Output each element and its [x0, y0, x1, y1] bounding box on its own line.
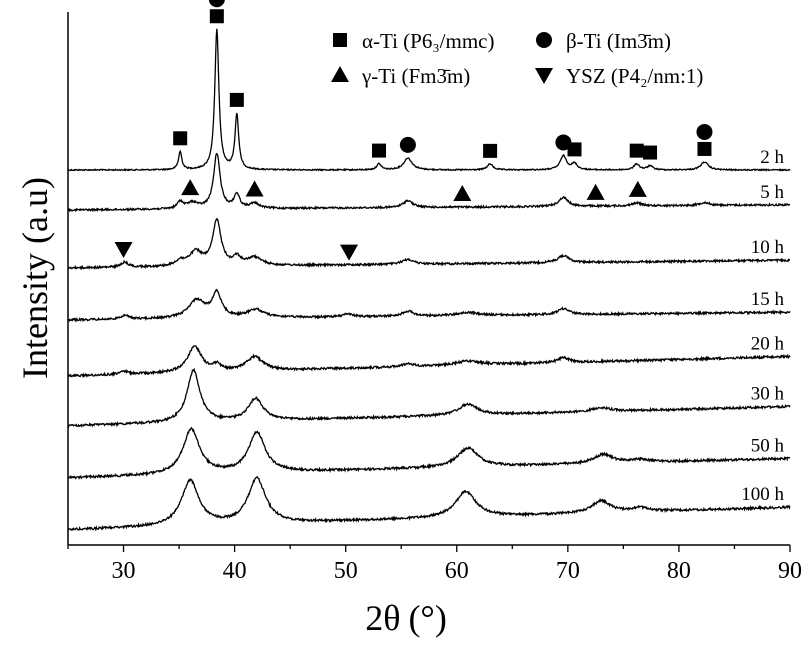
x-tick-label: 60	[445, 558, 469, 584]
alpha-ti-square-marker	[209, 9, 224, 24]
alpha-ti-square-marker	[643, 145, 658, 160]
gamma-ti-triangle-marker	[245, 180, 264, 197]
series-label: 5 h	[760, 182, 784, 203]
series-curve	[67, 152, 791, 213]
ysz-triangle-down-marker	[114, 241, 133, 258]
y-axis-label: Intensity (a.u)	[15, 177, 55, 379]
series-curve	[67, 28, 791, 172]
x-tick-label: 90	[778, 558, 802, 584]
series-curve	[67, 476, 791, 532]
gamma-ti-triangle-marker	[586, 183, 605, 200]
series-curves	[67, 28, 791, 532]
alpha-ti-square-marker	[483, 143, 498, 158]
axes	[67, 12, 790, 546]
gamma-ti-triangle-marker	[628, 180, 647, 197]
gamma-ti-triangle-marker	[453, 185, 472, 202]
beta-ti-circle-marker	[696, 123, 713, 140]
beta-ti-circle-marker	[536, 32, 552, 48]
gamma-ti-triangle-marker	[331, 66, 349, 82]
alpha-ti-square-marker	[229, 92, 244, 107]
series-curve	[67, 345, 791, 379]
legend: α-Ti (P6₃/mmc) β-Ti (Im3̄m) γ-Ti (Fm3̄m) YS…	[331, 29, 703, 88]
x-tick-label: 80	[667, 558, 691, 584]
legend-label: YSZ (P4₂/nm:1)	[566, 64, 703, 88]
x-axis-label-unit: (°)	[408, 598, 446, 638]
x-tick-label: 40	[223, 558, 247, 584]
alpha-ti-square-marker	[629, 143, 644, 158]
series-labels: 2 h 5 h 10 h 15 h 20 h 30 h 50 h 100 h	[741, 147, 784, 505]
series-label: 15 h	[751, 289, 785, 310]
ysz-triangle-down-marker	[340, 244, 359, 261]
alpha-ti-square-marker	[697, 141, 712, 156]
series-curve	[67, 367, 791, 429]
series-label: 100 h	[741, 484, 784, 505]
beta-ti-circle-marker	[555, 134, 572, 151]
x-ticks: 30 40 50 60 70 80 90	[67, 545, 802, 584]
series-label: 2 h	[760, 147, 784, 168]
series-label: 20 h	[751, 333, 785, 354]
series-label: 10 h	[751, 237, 785, 258]
series-curve	[67, 288, 791, 323]
x-tick-label: 70	[556, 558, 580, 584]
x-tick-label: 50	[334, 558, 358, 584]
phase-markers	[114, 0, 713, 261]
alpha-ti-square-marker	[173, 131, 188, 146]
legend-label: γ-Ti (Fm3̄m)	[361, 64, 470, 88]
gamma-ti-triangle-marker	[181, 179, 200, 196]
x-tick-label: 30	[112, 558, 136, 584]
series-label: 50 h	[751, 435, 785, 456]
ysz-triangle-down-marker	[535, 68, 553, 84]
series-label: 30 h	[751, 383, 785, 404]
alpha-ti-square-marker	[372, 143, 387, 158]
beta-ti-circle-marker	[399, 136, 416, 153]
series-curve	[67, 217, 791, 271]
legend-label: α-Ti (P6₃/mmc)	[362, 29, 494, 53]
x-axis-label-main: 2θ	[365, 598, 400, 638]
x-axis-title: 2θ (°)	[365, 598, 447, 638]
alpha-ti-square-marker	[567, 142, 582, 157]
legend-label: β-Ti (Im3̄m)	[566, 29, 671, 53]
series-curve	[67, 426, 791, 480]
alpha-ti-square-marker	[333, 33, 347, 47]
beta-ti-circle-marker	[208, 0, 225, 8]
